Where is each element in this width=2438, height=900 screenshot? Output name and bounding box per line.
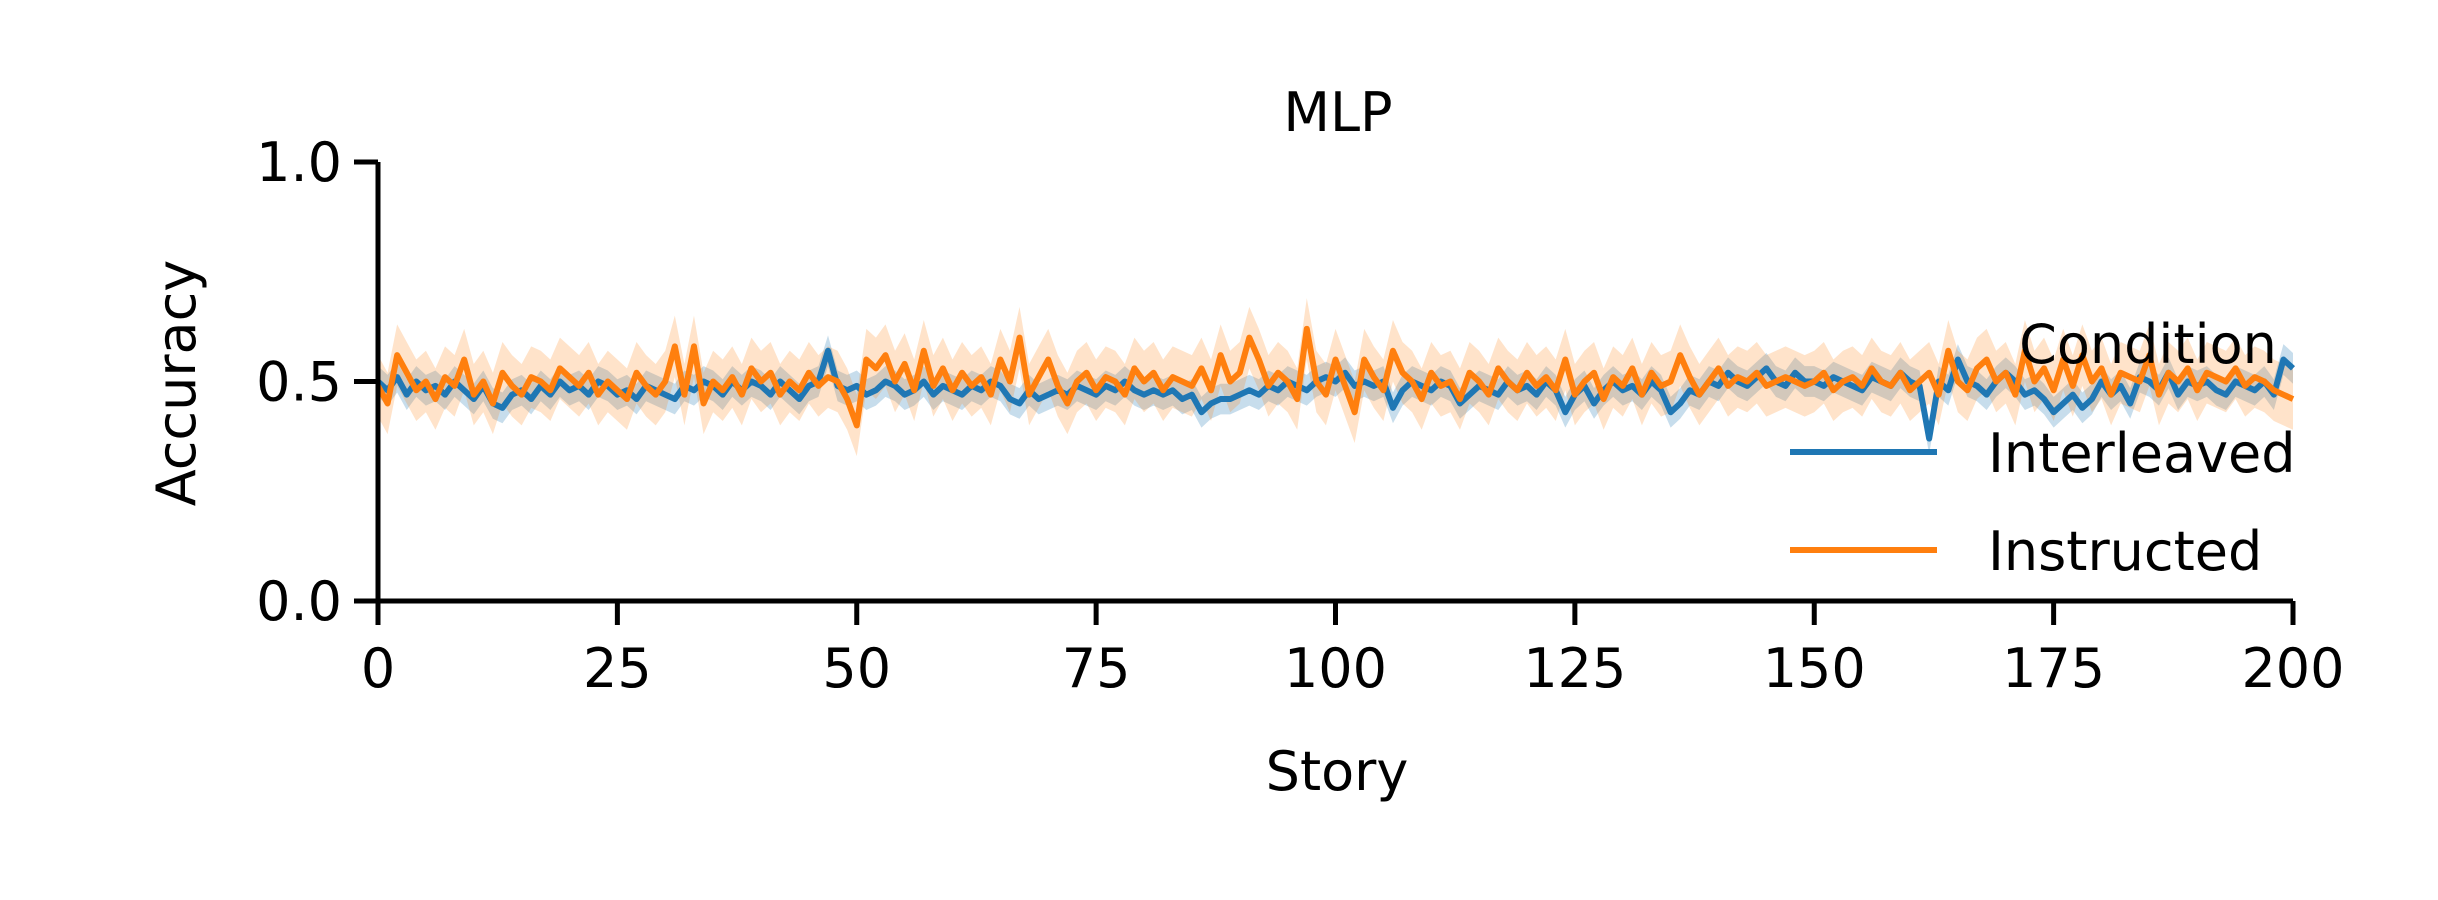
- chart-title: MLP: [1283, 81, 1392, 144]
- series-line-instructed: [375, 325, 2295, 429]
- x-tick-label: 75: [1062, 637, 1131, 700]
- confidence-band-interleaved: [378, 335, 2293, 454]
- x-tick-label: 200: [2241, 637, 2344, 700]
- x-tick-label: 25: [583, 637, 652, 700]
- legend: Condition Interleaved Instructed: [1790, 313, 2296, 583]
- x-tick-label: 175: [2002, 637, 2105, 700]
- x-tick-label: 100: [1284, 637, 1387, 700]
- y-tick-label: 1.0: [256, 131, 342, 194]
- axes: 0 25 50 75 100 125 150 175 200 0.0 0.5 1.0: [256, 131, 2344, 700]
- series-line-interleaved: [375, 347, 2296, 442]
- legend-title: Condition: [2019, 313, 2277, 376]
- legend-entries: Interleaved Instructed: [1790, 422, 2296, 583]
- y-tick-label: 0.5: [256, 351, 342, 414]
- x-tick-label: 0: [361, 637, 395, 700]
- y-tick-label: 0.0: [256, 570, 342, 633]
- x-tick-label: 50: [822, 637, 891, 700]
- legend-label-interleaved: Interleaved: [1988, 422, 2296, 485]
- plot-area: [375, 298, 2296, 457]
- x-tick-label: 125: [1523, 637, 1626, 700]
- x-tick-label: 150: [1763, 637, 1866, 700]
- y-axis-label: Accuracy: [145, 260, 208, 507]
- legend-label-instructed: Instructed: [1988, 520, 2262, 583]
- x-axis-label: Story: [1266, 740, 1409, 803]
